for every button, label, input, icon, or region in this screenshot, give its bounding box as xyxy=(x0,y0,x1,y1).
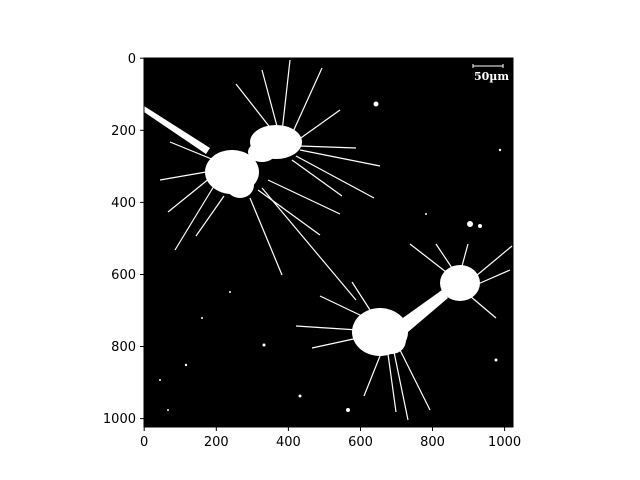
y-tick-label: 1000 xyxy=(103,412,136,427)
x-tick-label: 1000 xyxy=(488,435,521,450)
y-axis: 0 200 400 600 800 1000 xyxy=(103,52,144,427)
cell-body-3b xyxy=(378,326,406,354)
image-panel: 50µm xyxy=(144,58,513,427)
x-tick-label: 0 xyxy=(140,435,148,450)
y-tick-label: 600 xyxy=(111,268,136,283)
filopodia xyxy=(159,59,513,421)
scale-bar: 50µm xyxy=(472,64,509,83)
scale-bar-label: 50µm xyxy=(474,70,509,83)
x-axis: 0 200 400 600 800 1000 xyxy=(140,427,521,450)
x-tick-label: 200 xyxy=(204,435,229,450)
cell-body-2b xyxy=(248,142,276,162)
x-tick-label: 400 xyxy=(276,435,301,450)
y-tick-label: 200 xyxy=(111,124,136,139)
debris xyxy=(159,101,502,412)
process-2 xyxy=(400,290,448,332)
process-1 xyxy=(144,106,210,154)
y-tick-label: 800 xyxy=(111,340,136,355)
y-tick-label: 0 xyxy=(128,52,136,67)
cell-body-1b xyxy=(226,172,254,198)
cell-body-4 xyxy=(440,265,480,301)
cell-structures xyxy=(144,59,513,421)
x-tick-label: 800 xyxy=(420,435,445,450)
x-tick-label: 600 xyxy=(348,435,373,450)
axes-frame xyxy=(143,57,514,428)
image-background xyxy=(144,58,513,427)
y-tick-label: 400 xyxy=(111,196,136,211)
